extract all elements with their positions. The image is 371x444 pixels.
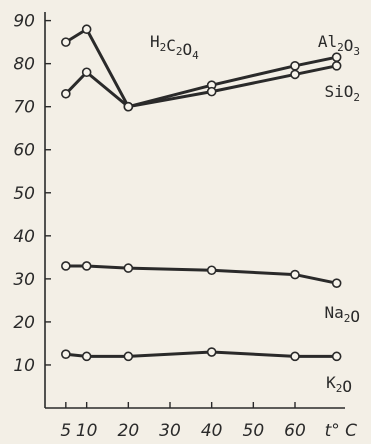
y-tick-label: 60 xyxy=(13,141,35,161)
data-point xyxy=(61,88,71,99)
data-point xyxy=(61,349,71,359)
data-point xyxy=(81,261,92,271)
chart-title: H2C2O4 xyxy=(150,32,199,62)
y-tick-label: 70 xyxy=(13,98,35,118)
data-point xyxy=(123,101,134,112)
series-name-label: SiO2 xyxy=(324,82,360,104)
x-tick-label: 10 xyxy=(76,421,98,441)
x-tick-label: 50 xyxy=(243,421,265,441)
data-point xyxy=(61,261,71,271)
series-line xyxy=(64,64,337,109)
y-tick-label: 20 xyxy=(13,313,35,333)
x-tick-label: 5 xyxy=(60,421,71,441)
y-tick-label: 10 xyxy=(13,356,35,376)
data-point xyxy=(123,263,134,273)
series-name-label: K2O xyxy=(326,373,352,396)
data-point xyxy=(290,69,300,80)
data-point xyxy=(290,269,300,280)
data-point xyxy=(61,37,71,47)
label-layer: H2C2O4 Al2O3 SiO2 Na2O K2O xyxy=(150,32,360,396)
data-point xyxy=(206,347,217,357)
data-point xyxy=(331,351,342,362)
data-point xyxy=(206,265,217,276)
data-point xyxy=(81,351,92,362)
data-point xyxy=(206,86,217,97)
y-tick-label: 30 xyxy=(13,270,35,290)
x-tick-label: 40 xyxy=(201,421,223,441)
data-point xyxy=(123,351,134,362)
data-point xyxy=(331,52,342,62)
x-tick-label: 60 xyxy=(284,421,306,441)
x-axis-unit-label: t° C xyxy=(325,421,358,441)
y-tick-label: 90 xyxy=(13,12,35,32)
series-name-label: Al2O3 xyxy=(318,32,360,58)
data-point xyxy=(81,67,92,78)
y-axis-ticks: 10 20 30 40 50 60 70 80 90 xyxy=(13,12,51,376)
series-layer xyxy=(61,24,342,362)
y-tick-label: 40 xyxy=(13,227,35,247)
x-tick-label: 20 xyxy=(118,421,140,441)
x-axis-ticks: 5 10 20 30 40 50 60 t° C xyxy=(60,402,357,441)
x-tick-label: 30 xyxy=(159,421,181,441)
data-point xyxy=(290,351,300,362)
data-point xyxy=(81,24,92,35)
y-tick-label: 50 xyxy=(13,184,35,204)
data-point xyxy=(331,278,342,288)
series-name-label: Na2O xyxy=(324,303,360,326)
y-tick-label: 80 xyxy=(13,55,35,75)
data-point xyxy=(290,61,300,71)
data-point xyxy=(331,61,342,71)
